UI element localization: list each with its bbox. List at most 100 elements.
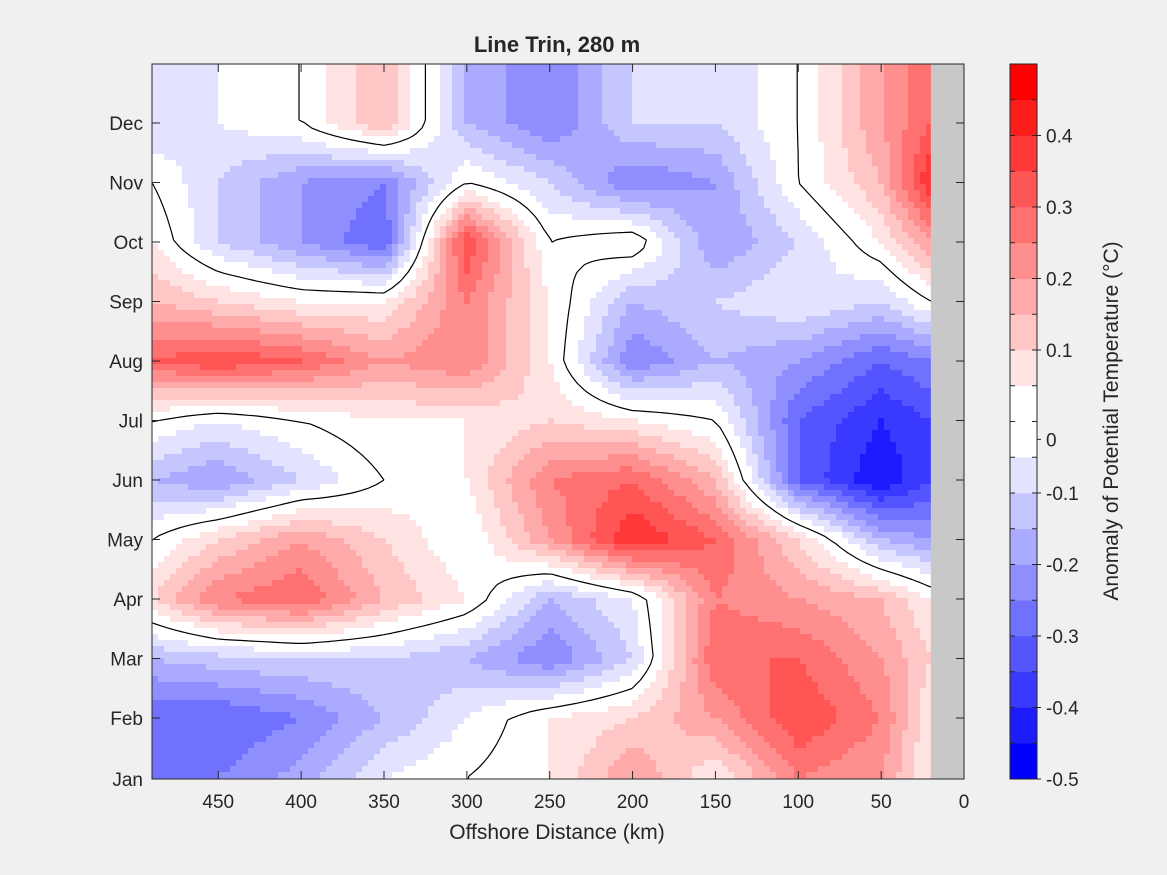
field-cell [668,70,675,77]
field-cell [428,88,435,95]
field-cell [476,232,483,239]
field-cell [674,88,681,95]
field-cell [848,184,855,191]
field-cell [704,88,711,95]
field-cell [626,262,633,269]
field-cell [782,70,789,77]
field-cell [290,184,297,191]
field-cell [728,64,735,71]
field-cell [422,160,429,167]
field-cell [356,220,363,227]
field-cell [926,274,932,281]
field-cell [878,148,885,155]
field-cell [338,238,345,245]
field-cell [920,202,927,209]
field-cell [542,136,549,143]
field-cell [260,106,267,113]
field-cell [152,232,159,239]
field-cell [416,244,423,251]
field-cell [692,274,699,281]
field-cell [710,142,717,149]
field-cell [662,160,669,167]
field-cell [458,100,465,107]
field-cell [242,208,249,215]
field-cell [212,268,219,275]
field-cell [776,76,783,83]
field-cell [344,214,351,221]
field-cell [656,160,663,167]
field-cell [248,292,255,299]
field-cell [434,76,441,83]
field-cell [410,262,417,269]
field-cell [650,262,657,269]
field-cell [926,106,932,113]
field-cell [722,142,729,149]
field-cell [524,268,531,275]
field-cell [290,244,297,251]
field-cell [722,244,729,251]
field-cell [572,172,579,179]
field-cell [692,220,699,227]
field-cell [818,82,825,89]
field-cell [590,238,597,245]
field-cell [626,238,633,245]
field-cell [398,178,405,185]
field-cell [212,106,219,113]
field-cell [626,154,633,161]
field-cell [344,148,351,155]
field-cell [830,250,837,257]
field-cell [476,268,483,275]
field-cell [590,220,597,227]
field-cell [536,160,543,167]
field-cell [230,250,237,257]
field-cell [284,142,291,149]
field-cell [578,82,585,89]
field-cell [464,208,471,215]
field-cell [656,220,663,227]
field-cell [734,118,741,125]
field-cell [248,238,255,245]
field-cell [194,166,201,173]
field-cell [332,202,339,209]
field-cell [542,190,549,197]
field-cell [518,256,525,263]
field-cell [272,136,279,143]
field-cell [278,106,285,113]
field-cell [368,154,375,161]
field-cell [614,124,621,131]
field-cell [218,292,225,299]
field-cell [152,136,159,143]
field-cell [608,274,615,281]
field-cell [476,76,483,83]
field-cell [632,94,639,101]
field-cell [560,202,567,209]
field-cell [572,76,579,83]
field-cell [362,202,369,209]
field-cell [926,202,932,209]
field-cell [542,124,549,131]
field-cell [578,280,585,287]
field-cell [776,286,783,293]
field-cell [416,196,423,203]
field-cell [776,136,783,143]
field-cell [440,160,447,167]
field-cell [206,190,213,197]
field-cell [632,268,639,275]
field-cell [458,184,465,191]
field-cell [782,136,789,143]
field-cell [668,184,675,191]
field-cell [176,76,183,83]
field-cell [242,106,249,113]
field-cell [824,190,831,197]
field-cell [686,232,693,239]
field-cell [812,208,819,215]
field-cell [326,238,333,245]
field-cell [740,280,747,287]
field-cell [824,262,831,269]
field-cell [656,232,663,239]
field-cell [248,220,255,227]
field-cell [902,208,909,215]
field-cell [650,160,657,167]
field-cell [722,262,729,269]
field-cell [332,226,339,233]
